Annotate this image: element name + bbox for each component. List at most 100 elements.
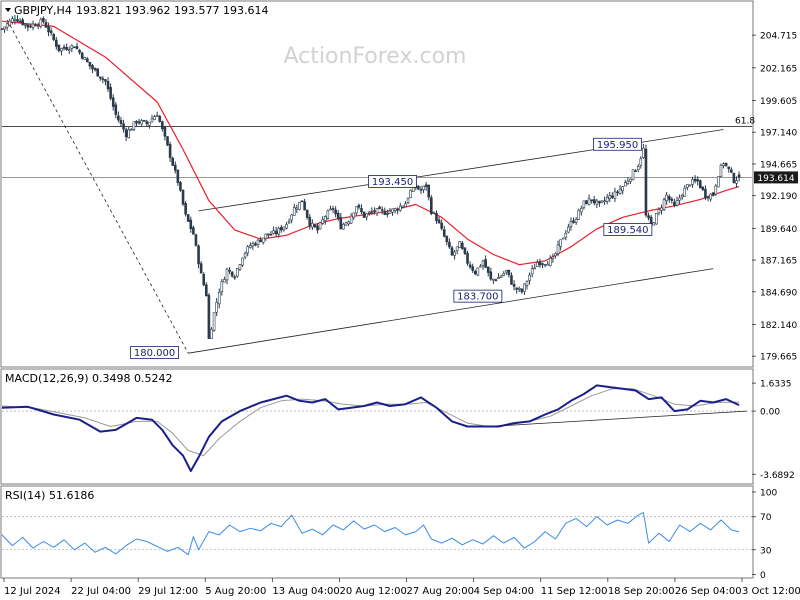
candle-body (706, 196, 710, 199)
candle-body (634, 170, 637, 173)
candle-body (111, 97, 115, 107)
candle-body (660, 207, 663, 211)
candle-body (582, 200, 586, 208)
candle-body (127, 129, 131, 139)
time-tick-label: 22 Jul 04:00 (71, 586, 131, 597)
candle-body (419, 189, 423, 191)
price-label-box (130, 346, 179, 359)
candle-body (497, 277, 500, 280)
triangle-down-icon (5, 8, 11, 12)
candle-body (590, 199, 593, 202)
candle-body (292, 207, 296, 216)
candle-body (277, 228, 281, 235)
candle-body (670, 198, 674, 201)
candle-body (101, 78, 105, 80)
candle-body (135, 120, 138, 124)
candle-body (114, 104, 118, 115)
candle-body (223, 279, 226, 283)
candle-body (44, 22, 48, 28)
candle-body (655, 213, 658, 225)
macd-main-line (1, 384, 740, 472)
candle-body (155, 115, 159, 117)
candle-body (16, 19, 19, 22)
level-label: 61.8 (735, 117, 755, 127)
candle-body (67, 49, 71, 52)
candle-body (233, 276, 237, 279)
candle-body (717, 176, 720, 188)
macd-axis: 1.6335 0.00 -3.6892 (752, 380, 795, 481)
candle-body (140, 120, 143, 125)
price-tick-label: 204.715 (760, 32, 797, 42)
price-label-text: 183.700 (457, 292, 498, 303)
candle-body (117, 115, 120, 121)
candle-body (142, 120, 146, 122)
candle-body (701, 186, 705, 190)
rsi-panel[interactable]: RSI(14) 51.6186 (0, 485, 754, 579)
candle-body (199, 263, 203, 274)
candle-body (463, 247, 467, 254)
candle-body (673, 201, 676, 206)
time-tick-label: 11 Sep 12:00 (541, 586, 608, 597)
candle-body (525, 281, 529, 286)
candle-body (642, 147, 645, 159)
candle-body (334, 209, 337, 215)
candle-body (8, 20, 12, 26)
candle-body (11, 18, 14, 23)
candle-body (88, 61, 92, 67)
candle-body (644, 148, 648, 216)
candle-body (179, 182, 182, 191)
candle-body (86, 58, 89, 63)
candle-body (499, 275, 503, 278)
candle-body (173, 164, 177, 171)
candle-body (52, 34, 56, 41)
candle-body (616, 191, 619, 194)
candle-body (318, 222, 322, 230)
candle-body (290, 214, 293, 221)
candle-body (564, 233, 568, 238)
candle-body (538, 261, 542, 266)
macd-tick-label: -3.6892 (760, 471, 795, 481)
rsi-axis: 100 70 30 0 (752, 488, 777, 581)
current-price-label: 193.614 (757, 174, 794, 184)
candle-body (47, 26, 50, 33)
candle-body (26, 24, 30, 28)
candle-body (559, 239, 562, 247)
candle-body (442, 229, 446, 237)
candle-body (686, 184, 689, 188)
time-tick-label: 12 Jul 2024 (4, 586, 61, 597)
candle-body (649, 216, 653, 225)
candle-body (587, 198, 591, 206)
candle-body (285, 224, 288, 229)
candle-body (691, 179, 694, 185)
candle-body (29, 25, 32, 28)
candle-body (693, 178, 697, 182)
candle-body (406, 198, 410, 203)
candle-body (280, 227, 283, 231)
candle-body (639, 158, 643, 166)
candle-body (737, 174, 741, 178)
price-panel[interactable]: ActionForex.com 61.8 180.000 193.450 183.7… (0, 0, 755, 368)
candle-body (316, 225, 319, 231)
candle-body (719, 164, 723, 177)
candle-body (605, 197, 609, 202)
rsi-tick-label: 30 (760, 546, 772, 556)
candle-body (479, 265, 482, 268)
candle-body (246, 246, 249, 254)
candle-body (236, 268, 239, 277)
candle-body (455, 246, 459, 251)
candle-body (422, 185, 425, 191)
candle-body (184, 203, 187, 215)
candle-body (57, 44, 61, 52)
candle-body (360, 208, 363, 213)
candle-body (259, 239, 262, 243)
candle-body (551, 256, 555, 259)
macd-panel[interactable]: MACD(12,26,9) 0.3498 0.5242 (0, 368, 754, 485)
candle-body (435, 213, 438, 221)
candle-body (225, 268, 229, 281)
candle-body (241, 257, 244, 266)
candle-body (217, 291, 221, 305)
candle-body (308, 216, 312, 227)
time-tick-label: 18 Sep 20:00 (608, 586, 675, 597)
candle-body (430, 197, 433, 214)
candle-body (623, 182, 627, 187)
